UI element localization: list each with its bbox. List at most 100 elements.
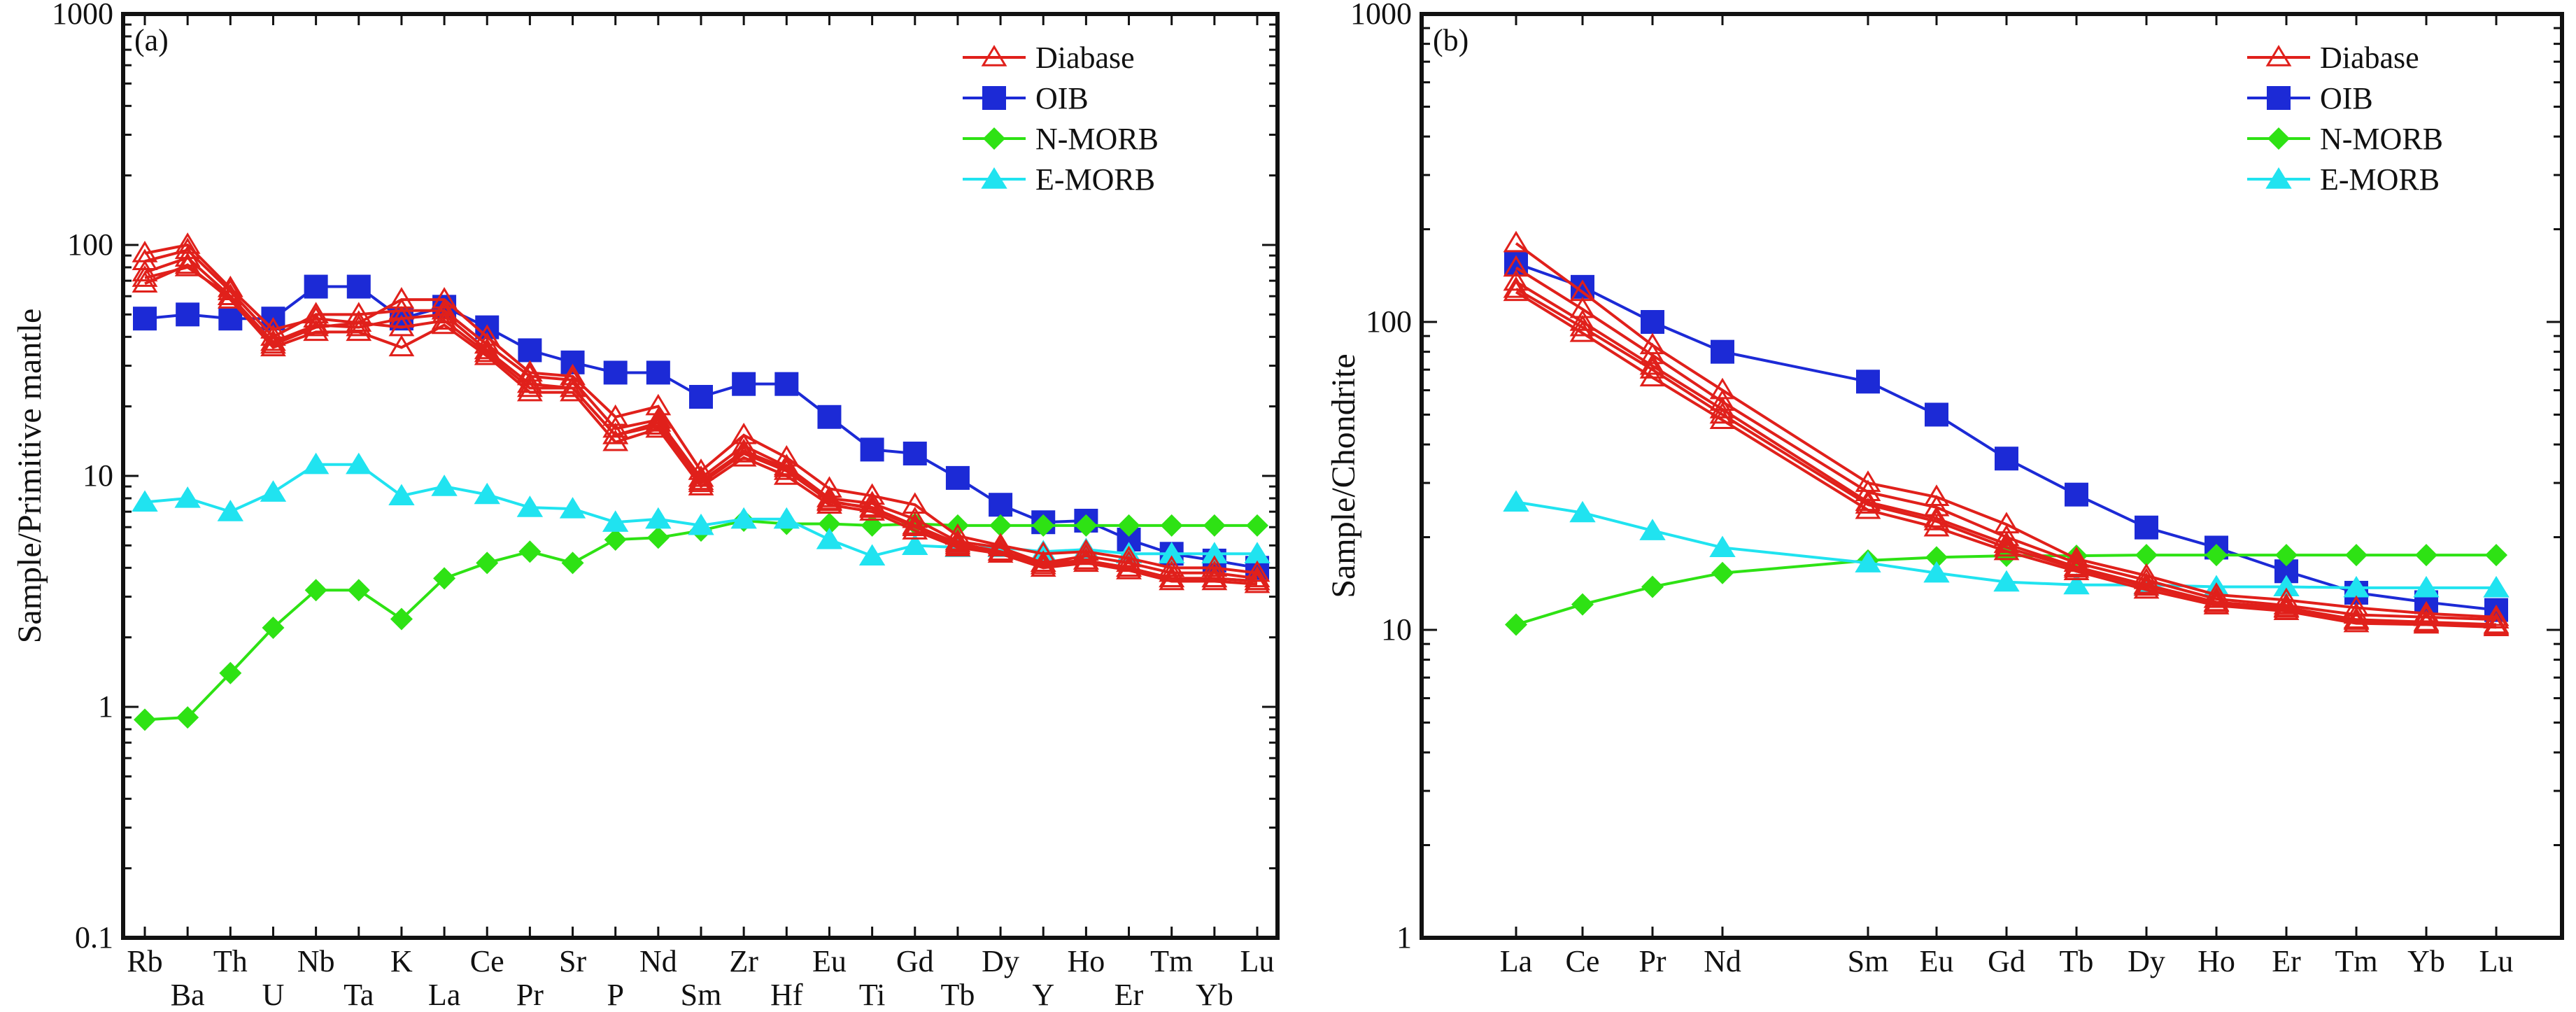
- diabase-sample-3-point: [1709, 397, 1736, 419]
- series-e-morb-point: [645, 507, 672, 529]
- series-oib-point: [1711, 339, 1734, 364]
- x-tick-label-k: K: [390, 944, 413, 978]
- panel-b-label: (b): [1433, 23, 1469, 57]
- series-e-morb-point: [1503, 490, 1529, 512]
- diabase-sample-4-point: [1159, 568, 1185, 591]
- series-e-morb-point: [1639, 519, 1666, 540]
- diabase-sample-5-point: [431, 308, 458, 330]
- diabase-sample-1-point: [431, 287, 458, 309]
- series-n-morb-point: [1032, 514, 1055, 537]
- series-e-morb-point: [2483, 575, 2510, 598]
- series-e-morb-point: [902, 533, 928, 555]
- series-n-morb-point: [176, 706, 199, 729]
- x-tick-label-eu: Eu: [812, 944, 847, 978]
- series-n-morb-point: [2275, 544, 2298, 567]
- diabase-sample-5-point: [859, 495, 886, 516]
- series-oib-point: [304, 274, 328, 299]
- x-tick-label-dy: Dy: [2128, 944, 2165, 978]
- diabase-sample-1-point: [560, 363, 586, 386]
- x-tick-label-gd: Gd: [896, 944, 934, 978]
- x-tick-label-ce: Ce: [470, 944, 504, 978]
- series-e-morb-point: [688, 513, 714, 535]
- series-n-morb-point: [2485, 544, 2507, 567]
- x-tick-label-zr: Zr: [729, 944, 758, 978]
- y-tick-label: 1: [1396, 920, 1412, 955]
- x-tick-label-nb: Nb: [297, 944, 335, 978]
- x-tick-label-dy: Dy: [982, 944, 1019, 978]
- diabase-sample-5-point: [2063, 556, 2090, 578]
- panel-a-y-axis-label: Sample/Primitive mantle: [11, 309, 48, 644]
- x-tick-label-ta: Ta: [344, 978, 374, 1012]
- diabase-sample-5-point: [902, 512, 928, 535]
- diabase-sample-5-point: [1639, 357, 1666, 379]
- series-e-morb-point: [2343, 575, 2370, 598]
- diabase-sample-5-point: [174, 255, 201, 276]
- diabase-sample-5-point: [688, 468, 714, 491]
- series-n-morb-point: [989, 514, 1012, 537]
- series-n-morb-point: [2135, 544, 2158, 567]
- x-tick-label-u: U: [262, 978, 285, 1012]
- diabase-sample-2-point: [1244, 565, 1271, 588]
- series-e-morb-point: [1201, 542, 1228, 563]
- diabase-sample-4-line: [144, 263, 1258, 586]
- y-tick-label: 1000: [52, 0, 113, 31]
- diabase-sample-2-point: [2483, 607, 2510, 629]
- series-oib-point: [1995, 447, 2018, 471]
- diabase-sample-5-point: [2343, 608, 2370, 630]
- diabase-sample-5-point: [730, 438, 757, 461]
- series-e-morb-point: [1158, 542, 1185, 563]
- series-n-morb-point: [433, 567, 456, 590]
- diabase-sample-5-point: [1993, 535, 2020, 557]
- x-tick-label-rb: Rb: [127, 944, 162, 978]
- series-n-morb-point: [476, 551, 499, 575]
- x-tick-label-tm: Tm: [2335, 944, 2377, 978]
- x-tick-label-th: Th: [213, 944, 248, 978]
- diabase-sample-1-point: [1116, 545, 1142, 568]
- series-e-morb-point: [773, 507, 800, 529]
- series-n-morb-point: [1203, 514, 1226, 537]
- diabase-sample-5-point: [773, 456, 800, 477]
- series-n-morb-point: [1117, 514, 1140, 537]
- series-e-morb-point: [730, 507, 757, 529]
- series-e-morb-point: [474, 482, 500, 505]
- x-tick-label-p: P: [607, 978, 623, 1012]
- x-tick-label-ti: Ti: [859, 978, 886, 1012]
- diabase-sample-5-point: [388, 314, 415, 337]
- series-oib-point: [176, 302, 200, 327]
- legend-marker-n-morb: [983, 127, 1005, 150]
- panel-a-legend: Diabase OIB N-MORB E-MORB: [963, 41, 1159, 197]
- legend-marker-oib: [2267, 86, 2291, 110]
- series-n-morb-point: [1505, 613, 1527, 636]
- legend-marker-e-morb: [2265, 167, 2292, 189]
- panel-a: (a) Sample/Primitive mantle 0.1 1 10 100 100…: [11, 0, 1280, 1012]
- x-tick-label-ce: Ce: [1566, 944, 1600, 978]
- series-oib-point: [518, 338, 542, 363]
- diabase-sample-4-point: [132, 271, 158, 293]
- diabase-sample-5-point: [1073, 548, 1099, 570]
- series-oib-point: [1641, 310, 1664, 334]
- x-tick-label-yb: Yb: [2407, 944, 2445, 978]
- series-n-morb-point: [262, 617, 285, 640]
- x-tick-label-nd: Nd: [639, 944, 677, 978]
- series-n-morb-point: [561, 551, 584, 575]
- x-tick-label-er: Er: [2272, 944, 2301, 978]
- series-n-morb-point: [818, 512, 841, 535]
- diabase-sample-5-point: [2203, 591, 2230, 612]
- x-tick-label-la: La: [1500, 944, 1532, 978]
- series-e-morb-point: [816, 527, 843, 549]
- diabase-sample-5-point: [1503, 276, 1529, 298]
- diabase-sample-5-point: [1116, 555, 1142, 577]
- diabase-sample-3-point: [1569, 309, 1596, 331]
- series-n-morb-point: [2415, 544, 2437, 567]
- series-oib-point: [1856, 370, 1880, 394]
- diabase-sample-4-point: [1030, 555, 1056, 577]
- series-n-morb-point: [304, 579, 327, 602]
- series-oib-point: [774, 372, 799, 396]
- diabase-sample-4-point: [773, 463, 800, 485]
- series-e-morb-point: [1709, 535, 1736, 558]
- series-oib-point: [646, 360, 670, 385]
- diabase-sample-5-point: [1569, 314, 1596, 337]
- diabase-sample-1-point: [902, 492, 928, 514]
- diabase-sample-2-point: [1503, 255, 1529, 277]
- x-tick-label-ba: Ba: [171, 978, 205, 1012]
